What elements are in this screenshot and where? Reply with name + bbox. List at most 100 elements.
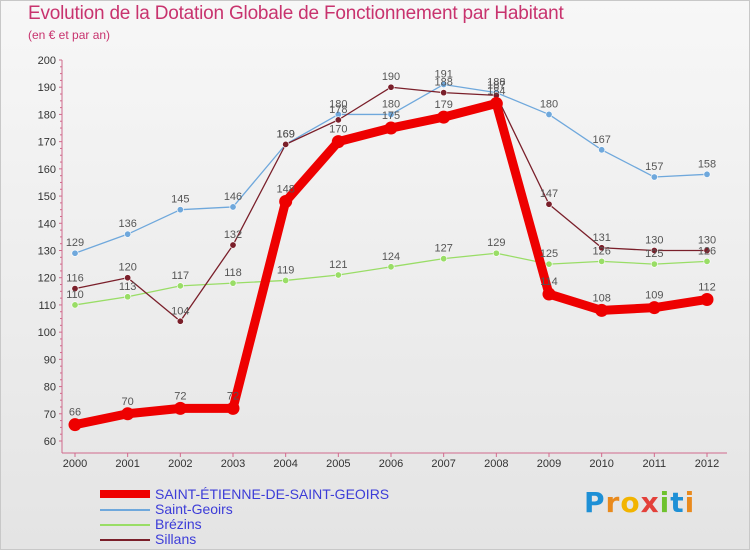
y-tick-label: 130 [38,246,56,258]
legend-swatch [100,539,150,541]
data-label: 108 [592,292,610,304]
chart-title: Evolution de la Dotation Globale de Fonc… [28,3,564,24]
data-point [334,271,342,279]
data-label: 132 [224,229,242,241]
y-tick-label: 60 [44,436,56,448]
x-tick-label: 2005 [326,458,350,470]
data-label: 117 [172,270,190,282]
data-point [68,418,82,432]
logo-letter: P [584,486,606,519]
x-tick-label: 2010 [589,458,613,470]
data-point [282,140,290,148]
data-point [124,293,132,301]
data-point [650,247,658,255]
data-label: 190 [382,71,400,83]
data-point [387,110,395,118]
x-tick-label: 2000 [63,458,87,470]
data-point [545,110,553,118]
data-point [703,247,711,255]
data-label: 109 [645,290,663,302]
series-layer [68,80,714,432]
legend-label: Saint-Geoirs [155,501,233,517]
data-point [279,195,293,209]
legend-label: SAINT-ÉTIENNE-DE-SAINT-GEOIRS [155,486,390,502]
data-point [229,279,237,287]
data-labels: 66 70 72 72 148 170 175 179 184 114 108 109 112 129 13… [66,68,716,418]
data-point [176,206,184,214]
data-point [331,135,345,149]
y-tick-label: 80 [44,382,56,394]
logo-letter: x [640,486,660,519]
data-label: 66 [69,407,81,419]
data-label: 145 [171,194,189,206]
legend-swatch [100,490,150,498]
logo-letter: i [659,486,671,519]
data-label: 187 [487,79,505,91]
legend-swatch [100,524,150,526]
legend-label: Sillans [155,531,197,547]
logo-letter: i [684,486,696,519]
data-label: 157 [645,161,663,173]
proxiti-logo: Proxiti [584,486,695,519]
data-label: 126 [698,245,716,257]
data-label: 118 [224,267,242,279]
y-tick-label: 170 [38,137,56,149]
y-tick-label: 180 [38,109,56,121]
data-label: 191 [434,68,452,80]
data-label: 120 [118,262,136,274]
chart-subtitle: (en € et par an) [28,28,111,42]
data-label: 130 [645,235,663,247]
y-tick-label: 120 [38,273,56,285]
data-point [124,230,132,238]
data-point [703,170,711,178]
y-tick-label: 110 [38,300,56,312]
data-point [229,203,237,211]
data-label: 178 [329,104,347,116]
data-label: 180 [540,98,558,110]
legend-label: Brézins [155,516,202,532]
data-label: 127 [434,243,452,255]
data-label: 114 [540,276,558,288]
logo-letter: t [670,486,685,519]
data-label: 119 [277,264,295,276]
data-point [598,257,606,265]
x-tick-label: 2012 [695,458,719,470]
data-point [440,80,448,88]
data-point [489,97,503,111]
logo-letter: o [620,486,641,519]
data-label: 113 [119,281,137,293]
data-label: 170 [329,124,347,136]
data-point [437,110,451,124]
data-label: 146 [224,191,242,203]
data-label: 131 [592,232,610,244]
legend-swatch [100,509,150,511]
data-label: 110 [66,289,84,301]
data-label: 116 [66,273,84,285]
data-point [703,257,711,265]
data-point [229,241,237,249]
x-tick-label: 2004 [273,458,297,470]
data-point [700,292,714,306]
x-tick-label: 2011 [643,458,667,470]
data-label: 169 [276,128,294,140]
data-label: 147 [540,188,558,200]
data-point [176,317,184,325]
data-label: 136 [118,218,136,230]
data-point [387,263,395,271]
axes: 60 70 80 90 100 110 120 130 140 150 160 170 180 190 20… [38,55,727,470]
data-label: 129 [66,237,84,249]
data-label: 148 [276,184,294,196]
x-tick-label: 2002 [168,458,192,470]
data-point [384,121,398,135]
data-point [545,200,553,208]
x-tick-label: 2006 [379,458,403,470]
data-label: 129 [487,237,505,249]
data-point [71,285,79,293]
data-label: 125 [540,248,558,260]
data-point [71,249,79,257]
data-point [440,255,448,263]
y-tick-label: 150 [38,191,56,203]
data-point [173,401,187,415]
